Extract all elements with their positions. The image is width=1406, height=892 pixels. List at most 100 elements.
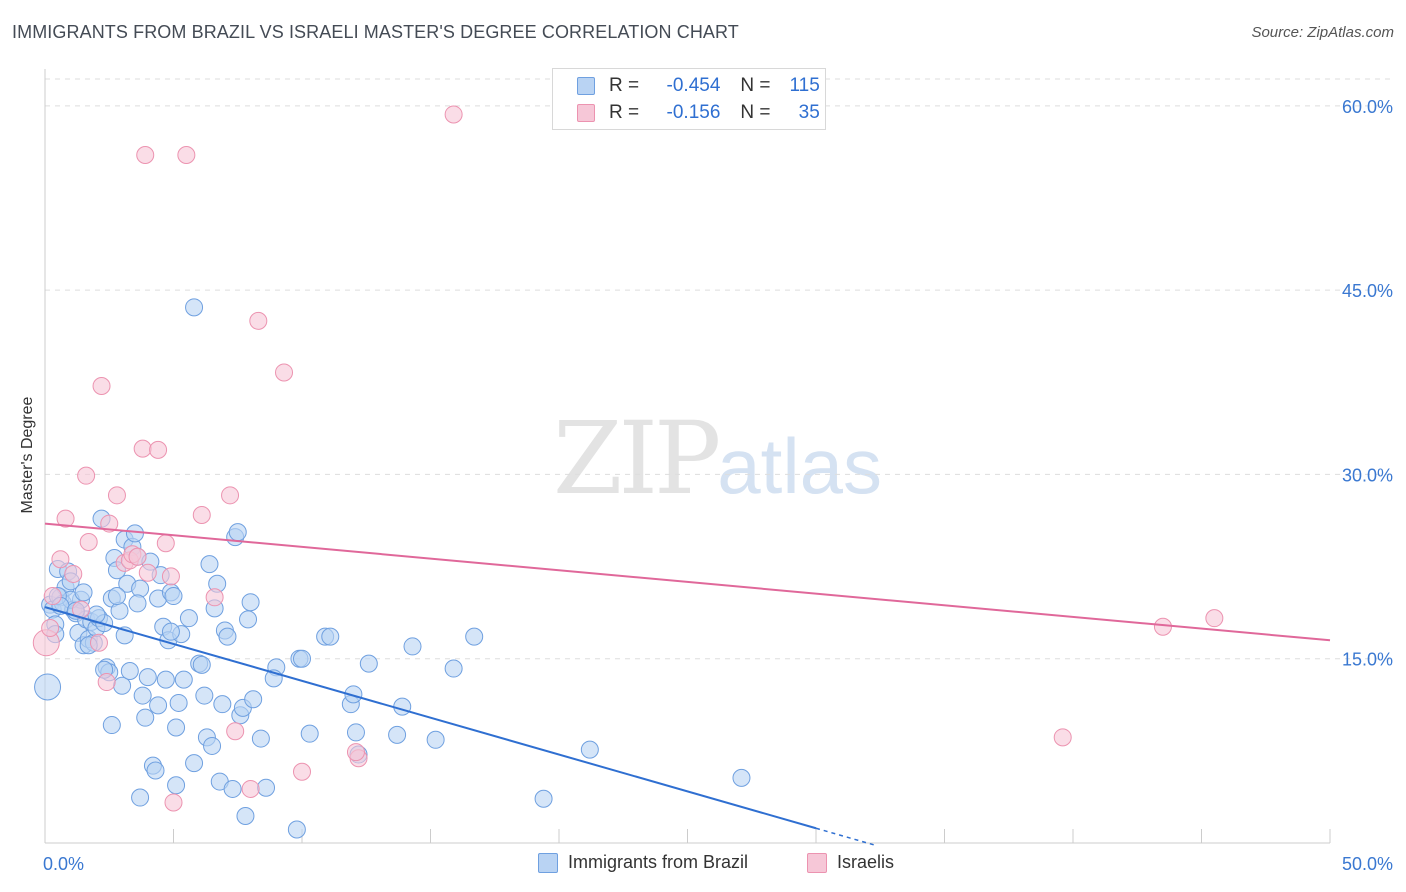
brazil-point bbox=[174, 670, 193, 689]
brazil-point bbox=[167, 718, 186, 737]
brazil-point bbox=[241, 593, 260, 612]
brazil-point bbox=[125, 524, 144, 543]
israeli-point bbox=[89, 633, 108, 652]
israeli-point bbox=[64, 564, 83, 583]
brazil-point bbox=[228, 523, 247, 542]
y-tick-label: 30.0% bbox=[1342, 465, 1393, 485]
brazil-point bbox=[244, 690, 263, 709]
israeli-trend-line bbox=[44, 522, 1331, 642]
israeli-point bbox=[164, 793, 183, 812]
brazil-point bbox=[344, 685, 363, 704]
brazil-point bbox=[300, 724, 319, 743]
n-label: N = bbox=[740, 102, 771, 123]
brazil-point bbox=[239, 610, 258, 629]
israeli-point bbox=[138, 563, 157, 582]
watermark-atlas: atlas bbox=[717, 422, 883, 510]
brazil-point bbox=[146, 761, 165, 780]
brazil-point bbox=[732, 768, 751, 787]
israeli-point bbox=[149, 440, 168, 459]
israeli-point bbox=[293, 762, 311, 781]
brazil-point bbox=[293, 649, 311, 668]
x-tick-label: 0.0% bbox=[43, 854, 84, 874]
x-tick-label: 50.0% bbox=[1342, 854, 1393, 874]
y-tick-label: 60.0% bbox=[1342, 97, 1393, 117]
brazil-point bbox=[74, 583, 93, 602]
israeli-point bbox=[136, 146, 155, 164]
brazil-point bbox=[213, 695, 232, 714]
brazil-point bbox=[287, 820, 306, 839]
brazil-point bbox=[128, 594, 147, 613]
israeli-point bbox=[107, 486, 126, 505]
brazil-point bbox=[192, 655, 211, 674]
israeli-point bbox=[133, 439, 152, 458]
blue-swatch-icon bbox=[577, 77, 595, 95]
r-label: R = bbox=[609, 102, 640, 123]
brazil-point bbox=[102, 716, 121, 735]
n-value: 115 bbox=[789, 75, 820, 96]
israeli-point bbox=[56, 509, 75, 528]
israeli-point bbox=[226, 722, 245, 741]
israeli-point bbox=[92, 376, 111, 395]
brazil-point bbox=[403, 637, 422, 656]
blue-swatch-icon bbox=[538, 852, 558, 873]
legend-item-israelis[interactable]: Israelis bbox=[807, 852, 894, 873]
brazil-point bbox=[580, 740, 599, 759]
source-label: Source: ZipAtlas.com bbox=[1251, 24, 1394, 41]
legend-item-brazil[interactable]: Immigrants from Brazil bbox=[538, 852, 748, 873]
n-value: 35 bbox=[798, 102, 820, 123]
brazil-point bbox=[534, 789, 553, 808]
brazil-point bbox=[138, 668, 157, 687]
israeli-point bbox=[275, 363, 294, 382]
brazil-point bbox=[444, 659, 463, 678]
brazil-point bbox=[218, 627, 237, 646]
israeli-point bbox=[51, 550, 70, 569]
israeli-point bbox=[79, 533, 98, 551]
brazil-point bbox=[107, 587, 126, 606]
brazil-point bbox=[169, 693, 188, 712]
stats-legend-row-israelis: R = -0.156 N = 35 bbox=[577, 100, 820, 126]
israeli-point bbox=[97, 673, 116, 692]
brazil-point bbox=[133, 686, 152, 705]
brazil-point bbox=[465, 627, 484, 646]
israeli-point bbox=[156, 534, 175, 553]
israeli-point bbox=[77, 466, 96, 485]
brazil-point bbox=[120, 662, 139, 680]
y-tick-label: 15.0% bbox=[1342, 650, 1393, 670]
israeli-point bbox=[1053, 728, 1072, 747]
r-label: R = bbox=[609, 75, 640, 96]
stats-legend: R = -0.454 N = 115 R = -0.156 N = 35 bbox=[552, 68, 826, 130]
brazil-point bbox=[251, 729, 270, 748]
pink-swatch-icon bbox=[577, 104, 595, 122]
israeli-point bbox=[1153, 617, 1172, 636]
israeli-point bbox=[221, 486, 240, 505]
brazil-point bbox=[393, 697, 412, 716]
brazil-point bbox=[388, 725, 407, 744]
israeli-point bbox=[444, 105, 463, 124]
brazil-point bbox=[321, 627, 340, 646]
brazil-point bbox=[185, 754, 204, 773]
legend-label-israelis: Israelis bbox=[837, 852, 895, 872]
brazil-point bbox=[195, 686, 214, 705]
brazil-point bbox=[257, 778, 276, 797]
brazil-point bbox=[167, 776, 186, 795]
brazil-point bbox=[236, 806, 255, 825]
brazil-trend-extension bbox=[815, 827, 876, 846]
brazil-point bbox=[426, 730, 445, 749]
brazil-point bbox=[185, 298, 204, 317]
israeli-point bbox=[205, 588, 224, 607]
israeli-point bbox=[249, 311, 268, 330]
brazil-point bbox=[149, 696, 168, 715]
y-tick-label: 45.0% bbox=[1342, 281, 1393, 301]
israeli-point bbox=[43, 587, 62, 606]
brazil-point bbox=[110, 601, 129, 620]
brazil-point bbox=[136, 708, 155, 727]
brazil-trend-line bbox=[44, 606, 817, 830]
israeli-point bbox=[100, 514, 119, 533]
israeli-point bbox=[128, 547, 147, 566]
brazil-point bbox=[223, 779, 242, 798]
zipatlas-watermark: ZIPatlas bbox=[553, 400, 882, 517]
israeli-point bbox=[161, 567, 180, 586]
israeli-point bbox=[41, 619, 60, 637]
brazil-point bbox=[200, 555, 219, 574]
